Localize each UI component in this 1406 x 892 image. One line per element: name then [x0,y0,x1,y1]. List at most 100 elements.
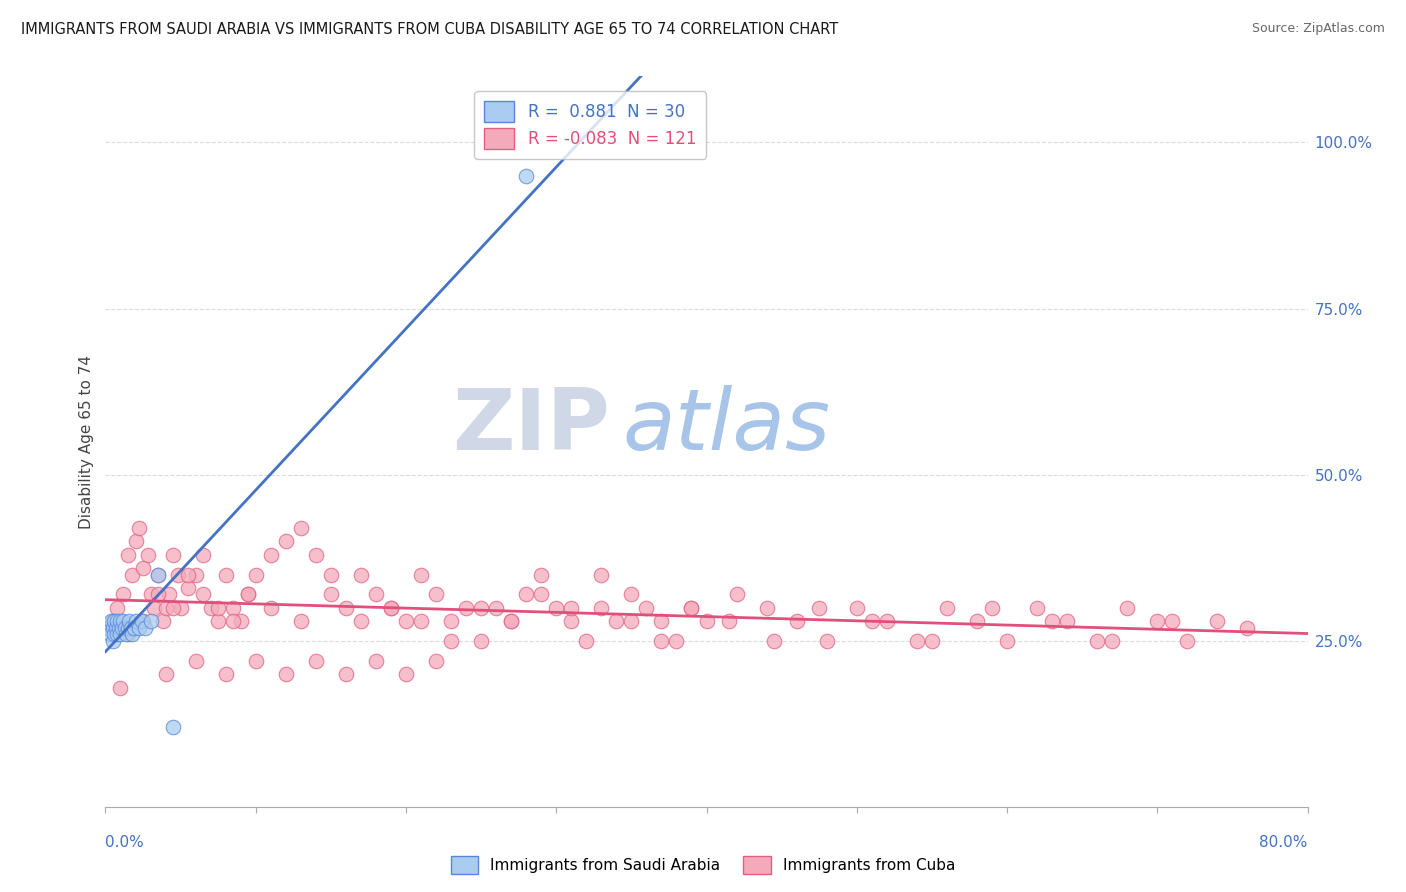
Point [118,614,141,628]
Point [136,548,159,562]
Point [238,587,260,601]
Point [319,567,342,582]
Point [620,587,643,601]
Point [995,634,1018,648]
Point [214,667,236,681]
Point [681,600,703,615]
Point [274,667,297,681]
Point [860,614,883,628]
Point [636,600,658,615]
Point [101,614,124,628]
Point [560,600,582,615]
Point [364,587,387,601]
Point [696,614,718,628]
Point [114,621,136,635]
Point [815,634,838,648]
Text: atlas: atlas [623,385,831,468]
Point [1236,621,1258,635]
Point [128,621,150,635]
Point [177,567,200,582]
Point [485,600,508,615]
Point [409,614,432,628]
Point [152,614,174,628]
Legend: R =  0.881  N = 30, R = -0.083  N = 121: R = 0.881 N = 30, R = -0.083 N = 121 [474,92,706,159]
Point [169,600,191,615]
Point [146,587,169,601]
Point [103,614,125,628]
Point [107,627,129,641]
Point [425,587,447,601]
Point [101,634,124,648]
Point [305,548,328,562]
Point [546,600,568,615]
Text: 0.0%: 0.0% [105,836,145,850]
Point [515,587,537,601]
Point [142,600,165,615]
Point [110,614,132,628]
Point [380,600,402,615]
Point [966,614,988,628]
Point [290,521,312,535]
Point [981,600,1004,615]
Point [184,654,207,668]
Point [876,614,898,628]
Point [207,600,229,615]
Point [103,627,125,641]
Point [139,587,162,601]
Point [191,587,214,601]
Point [1146,614,1168,628]
Point [1040,614,1063,628]
Point [115,627,138,641]
Text: ZIP: ZIP [453,385,610,468]
Point [162,721,184,735]
Point [1206,614,1229,628]
Point [350,614,373,628]
Point [1085,634,1108,648]
Point [124,534,146,549]
Point [128,521,150,535]
Point [681,600,703,615]
Point [905,634,928,648]
Point [650,614,672,628]
Point [470,600,492,615]
Point [605,614,627,628]
Point [335,667,357,681]
Point [120,621,142,635]
Point [146,567,169,582]
Point [1056,614,1078,628]
Point [139,614,162,628]
Point [104,621,127,635]
Point [162,600,184,615]
Point [191,548,214,562]
Point [620,614,643,628]
Text: Source: ZipAtlas.com: Source: ZipAtlas.com [1251,22,1385,36]
Point [725,587,748,601]
Point [112,587,135,601]
Point [238,587,260,601]
Point [501,614,523,628]
Point [515,169,537,183]
Point [440,634,463,648]
Point [111,621,134,635]
Point [157,587,180,601]
Point [101,621,124,635]
Point [107,600,129,615]
Point [108,621,131,635]
Point [134,621,156,635]
Point [245,654,267,668]
Point [98,627,121,641]
Point [560,614,582,628]
Point [440,614,463,628]
Point [786,614,808,628]
Point [155,667,177,681]
Point [245,567,267,582]
Point [121,567,143,582]
Point [124,614,146,628]
Point [380,600,402,615]
Point [305,654,328,668]
Point [146,567,169,582]
Point [260,600,283,615]
Point [350,567,373,582]
Point [121,627,143,641]
Point [274,534,297,549]
